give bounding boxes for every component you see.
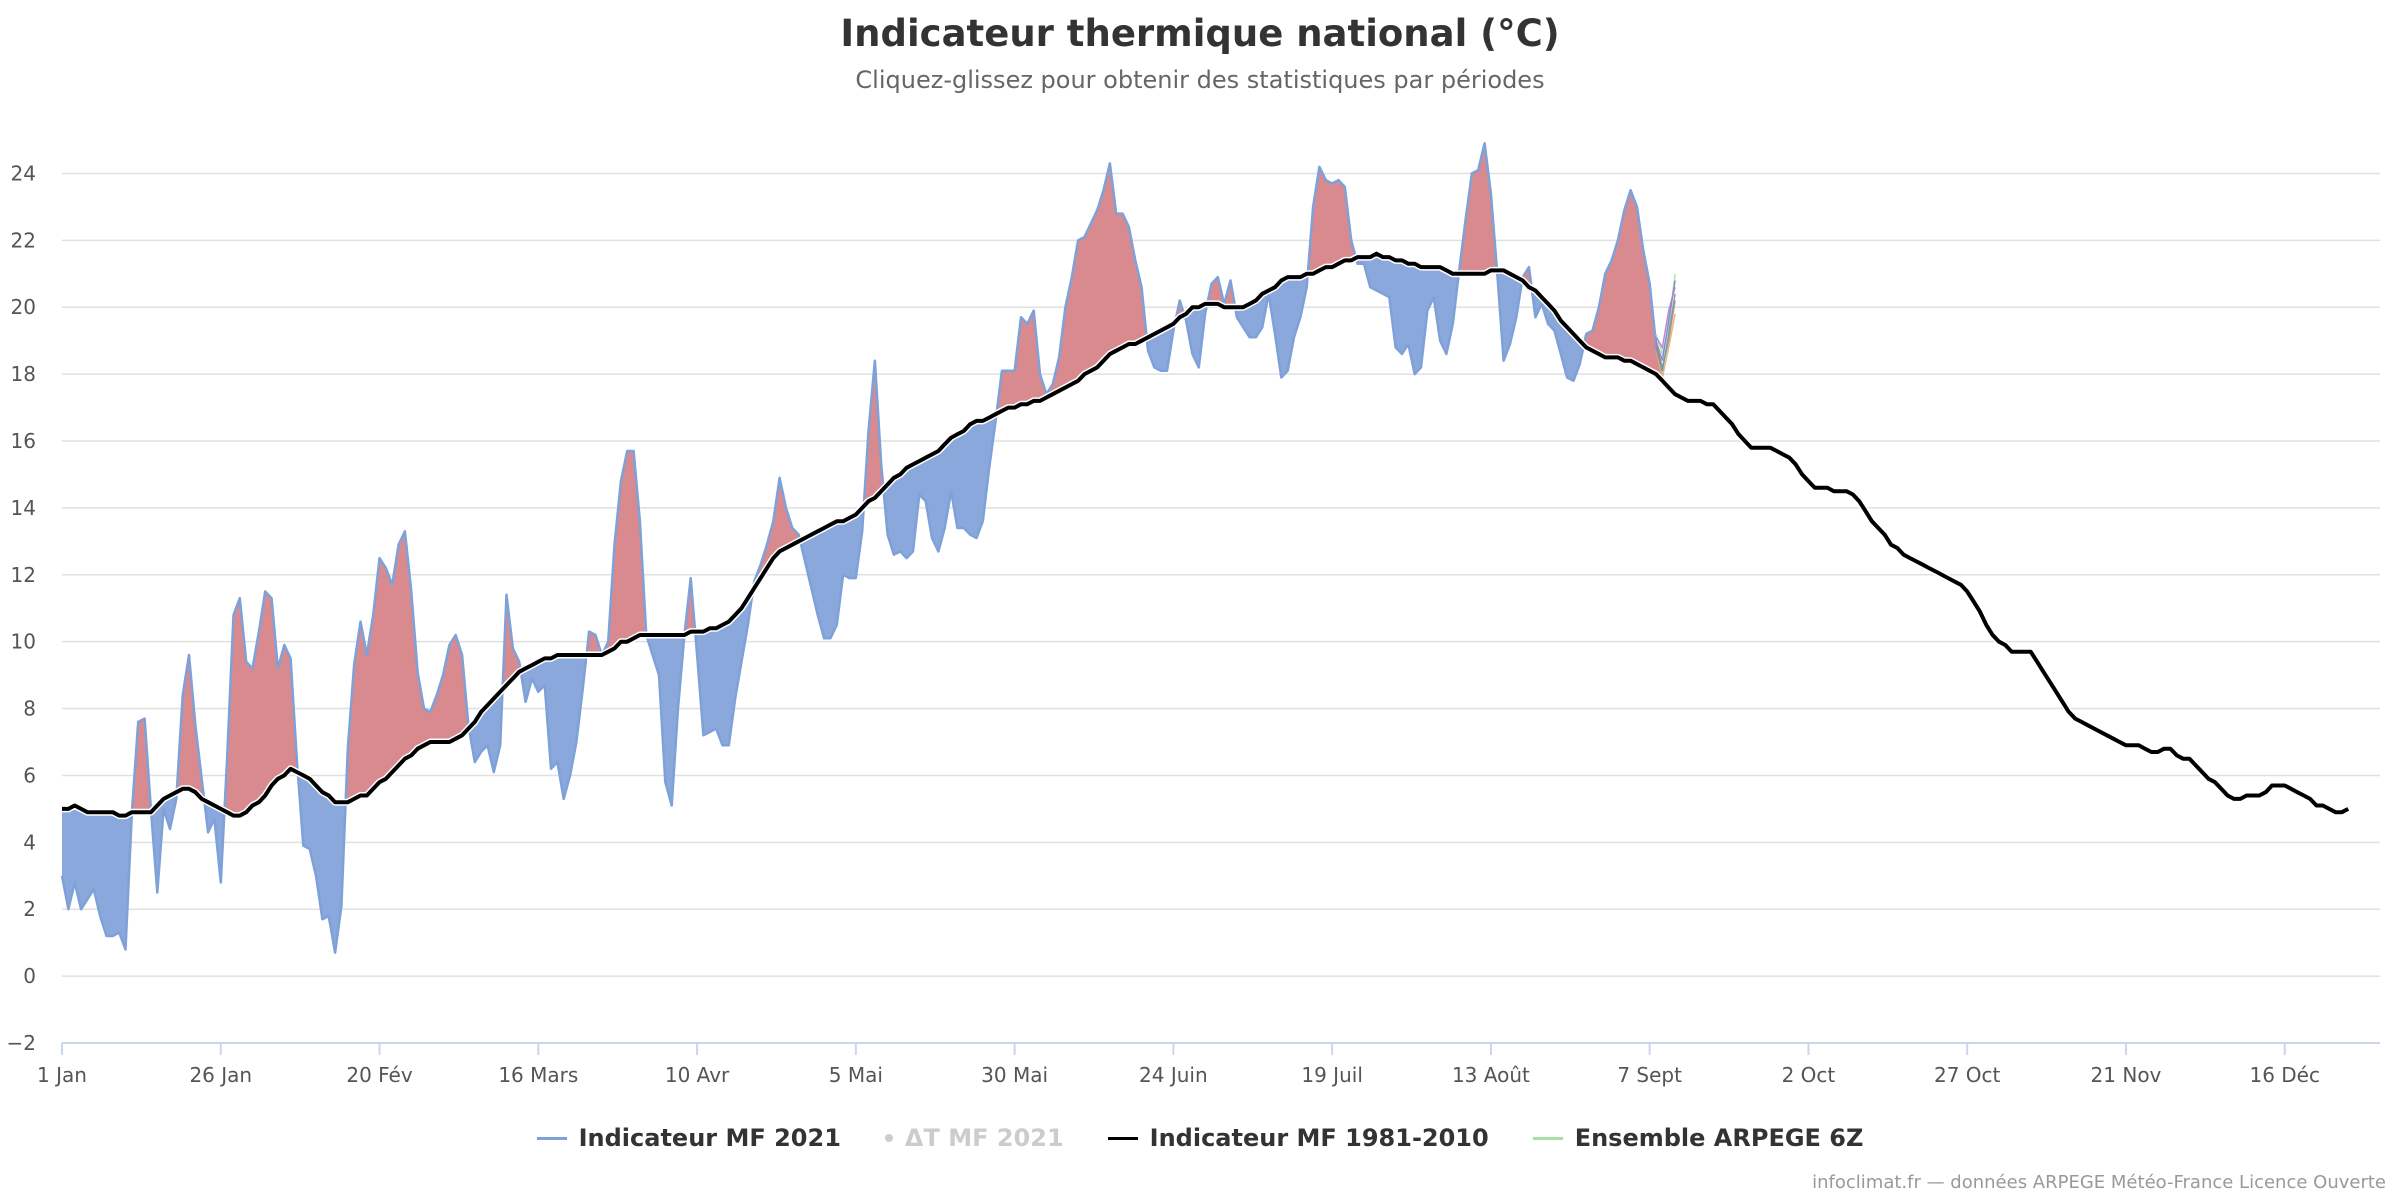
chart-subtitle: Cliquez-glissez pour obtenir des statist… <box>855 66 1545 94</box>
anomaly-above-area <box>863 360 885 507</box>
series-lines[interactable] <box>60 142 2350 954</box>
x-tick-label: 20 Fév <box>346 1063 413 1087</box>
series-line-2021[interactable] <box>60 142 1664 954</box>
y-tick-label: 6 <box>23 763 36 787</box>
anomaly-below-area <box>884 413 998 559</box>
anomaly-above-area <box>1584 190 1663 381</box>
anomaly-above-area <box>997 163 1148 414</box>
legend-label: Indicateur MF 2021 <box>578 1124 841 1152</box>
anomaly-below-area <box>520 655 588 799</box>
anomaly-above-area <box>1208 277 1236 308</box>
anomaly-below-area <box>695 588 755 746</box>
anomaly-below-area <box>62 805 132 950</box>
anomaly-below-area <box>204 800 226 883</box>
y-tick-label: 22 <box>11 228 36 252</box>
anomaly-below-area <box>298 772 347 953</box>
ensemble-member-line[interactable] <box>1655 313 1676 378</box>
anomaly-below-area <box>647 635 685 806</box>
x-tick-label: 13 Août <box>1452 1063 1530 1087</box>
x-tick-label: 10 Avr <box>665 1063 730 1087</box>
anomaly-above-area <box>225 591 299 816</box>
anomaly-above-area <box>177 655 205 801</box>
y-tick-label: 24 <box>11 161 36 185</box>
anomaly-above-area <box>754 477 801 589</box>
legend-swatch <box>1107 1136 1138 1140</box>
x-tick-label: 21 Nov <box>2091 1063 2162 1087</box>
y-tick-label: 18 <box>11 362 36 386</box>
x-tick-label: 7 Sept <box>1617 1063 1682 1087</box>
x-tick-label: 27 Oct <box>1934 1063 2001 1087</box>
x-tick-label: 16 Mars <box>498 1063 578 1087</box>
legend-swatch <box>1532 1136 1563 1140</box>
legend-label: Ensemble ARPEGE 6Z <box>1574 1124 1864 1152</box>
anomaly-above-area <box>587 451 648 655</box>
legend-item[interactable]: Indicateur MF 2021 <box>536 1124 841 1152</box>
series-line-normal-1981-2010[interactable] <box>62 251 2350 818</box>
legend-item[interactable]: ΔT MF 2021 <box>884 1124 1064 1152</box>
anomaly-below-area <box>1357 253 1460 375</box>
y-tick-label: 0 <box>23 964 36 988</box>
anomaly-below-area <box>470 688 504 773</box>
legend-swatch <box>884 1134 893 1142</box>
x-tick-label: 24 Juin <box>1139 1063 1208 1087</box>
anomaly-below-area <box>1497 270 1523 361</box>
x-tick-label: 1 Jan <box>37 1063 87 1087</box>
y-tick-label: 2 <box>23 897 36 921</box>
anomaly-below-area <box>1148 320 1177 371</box>
y-tick-label: 8 <box>23 697 36 721</box>
y-tick-label: 14 <box>11 496 36 520</box>
y-tick-label: −2 <box>7 1031 36 1055</box>
x-tick-label: 19 Juil <box>1301 1063 1363 1087</box>
legend-swatch <box>536 1136 567 1140</box>
y-tick-label: 12 <box>11 563 36 587</box>
legend-item[interactable]: Indicateur MF 1981-2010 <box>1107 1124 1489 1152</box>
anomaly-above-area <box>346 531 470 803</box>
legend-item[interactable]: Ensemble ARPEGE 6Z <box>1532 1124 1864 1152</box>
anomaly-below-area <box>1184 303 1209 368</box>
y-tick-label: 4 <box>23 830 36 854</box>
y-tick-label: 10 <box>11 630 36 654</box>
x-tick-label: 2 Oct <box>1782 1063 1836 1087</box>
ensemble-member-line[interactable] <box>1655 287 1676 350</box>
x-tick-label: 26 Jan <box>189 1063 252 1087</box>
anomaly-above-area <box>503 594 521 689</box>
legend-label: Indicateur MF 1981-2010 <box>1149 1124 1489 1152</box>
legend-label: ΔT MF 2021 <box>904 1124 1064 1152</box>
x-tick-label: 5 Mai <box>829 1063 883 1087</box>
y-tick-label: 20 <box>11 295 36 319</box>
chart-title: Indicateur thermique national (°C) <box>840 12 1560 55</box>
chart-legend: Indicateur MF 2021 ΔT MF 2021 Indicateur M… <box>0 1124 2400 1152</box>
x-tick-label: 30 Mai <box>981 1063 1048 1087</box>
x-tick-label: 16 Déc <box>2249 1063 2320 1087</box>
ensemble-member-line[interactable] <box>1655 293 1676 371</box>
credits-text[interactable]: infoclimat.fr — données ARPEGE Météo-Fra… <box>1812 1172 2386 1193</box>
y-tick-label: 16 <box>11 429 36 453</box>
